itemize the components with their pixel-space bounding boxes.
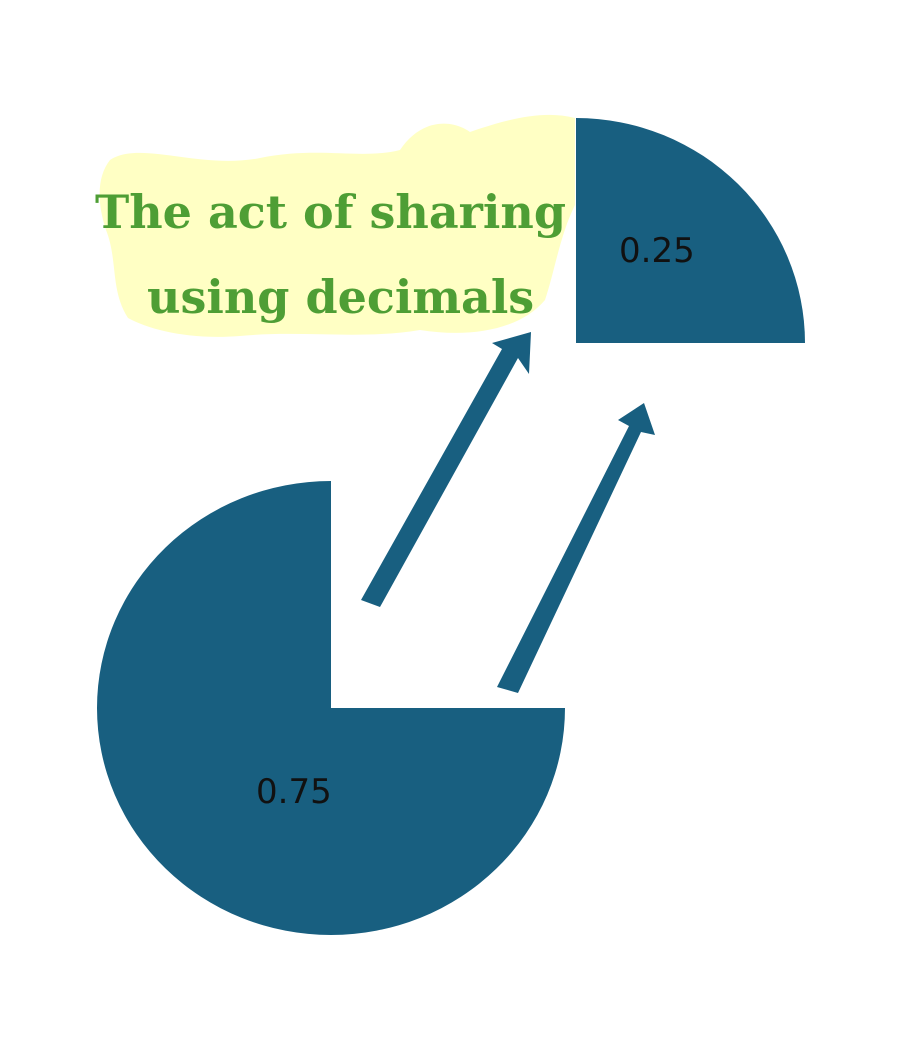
arrow-up-right-icon: [361, 332, 531, 607]
title-line-1: The act of sharing: [95, 185, 566, 239]
three-quarter-piece-label: 0.75: [256, 772, 332, 812]
title-highlight: [99, 114, 575, 337]
arrow-up-right-icon: [497, 403, 655, 693]
three-quarter-piece: [97, 481, 565, 935]
title-line-2: using decimals: [147, 270, 534, 324]
quarter-piece: [576, 118, 805, 343]
quarter-piece-label: 0.25: [619, 231, 695, 271]
